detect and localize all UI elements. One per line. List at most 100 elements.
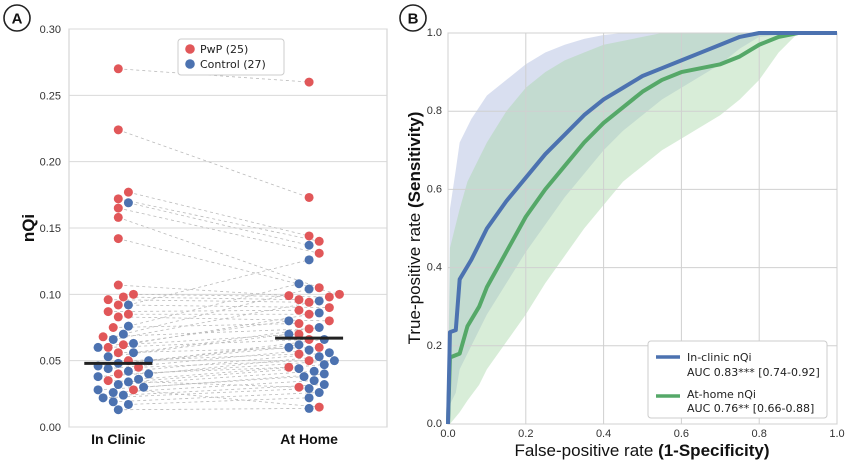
pwp-point [314,402,324,412]
pwp-point [108,323,118,332]
y-tick-label: 0.6 [427,183,442,195]
pwp-point [304,297,314,307]
pwp-point [294,319,304,329]
x-tick-label: 1.0 [829,428,844,440]
panel-a-chart: 0.00 0.05 0.10 0.15 0.20 0.25 0.30 nQi In Clin… [19,24,388,447]
pair-line [118,370,315,385]
x-tick-label: 0.2 [518,428,533,440]
control-point [93,342,103,352]
pair-line [143,373,325,388]
pair-line [128,353,299,362]
control-point [304,284,314,294]
x-tick-label: 0.0 [440,428,455,440]
pwp-point [118,340,128,350]
pwp-point [113,234,123,244]
pwp-point [324,292,334,302]
panel-a-label: A [3,4,31,32]
y-tick-label: 0.8 [427,105,442,117]
pair-line [113,300,320,340]
pair-line [118,366,289,375]
pwp-point [324,316,334,326]
control-point [314,296,324,306]
panel-a-letter: A [12,11,23,28]
legend-control-label: Control (27) [200,58,266,71]
control-point [108,334,118,344]
control-point [294,340,304,350]
control-point [139,382,149,392]
x-category-label: In Clinic [91,431,146,447]
control-point [93,372,103,382]
pair-line [123,333,299,346]
pair-line [108,333,289,358]
pwp-point [314,248,324,258]
legend-pwp-marker [185,44,195,54]
y-tick-label: 0.25 [40,90,61,102]
control-point [123,399,133,409]
control-point [304,384,314,394]
control-point [309,376,319,386]
pwp-point [123,309,133,319]
pwp-point [113,369,123,379]
pair-line [118,304,330,308]
pair-line [118,408,310,411]
pair-line [118,316,330,322]
pair-line [123,288,310,335]
control-point [319,360,329,370]
control-point [134,374,144,384]
pwp-point [103,376,113,386]
control-point [103,364,113,374]
pwp-point [98,332,108,342]
control-point [98,393,108,403]
pair-line [148,356,320,375]
pair-line [123,296,299,301]
control-point [314,323,324,332]
pwp-point [103,342,113,352]
panel-b-y-label-bold: (Sensitivity) [405,112,424,208]
legend-at-home-auc: AUC 0.76** [0.66-0.88] [687,402,814,415]
y-tick-label: 0.10 [40,289,61,301]
pair-line [108,349,310,370]
control-point [294,364,304,374]
panel-b-x-ticks: 0.0 0.2 0.4 0.6 0.8 1.0 [440,428,844,440]
pwp-point [324,303,334,313]
pwp-point [113,64,123,74]
legend-pwp-label: PwP (25) [200,43,248,56]
panel-b-confidence-bands [448,33,837,424]
y-tick-label: 1.0 [427,27,442,39]
panel-b-x-axis-label: False-positive rate (1-Specificity) [514,441,769,460]
pair-line [118,238,340,295]
at-home-confidence-band [448,33,837,424]
control-point [284,342,294,352]
control-point [284,316,294,326]
pair-line [133,389,320,408]
in-clinic-roc-curve [446,31,837,425]
panel-a-legend: PwP (25) Control (27) [177,38,285,76]
pwp-point [128,289,138,299]
pair-line [113,392,320,403]
pair-line [103,388,310,399]
panel-a-y-ticks: 0.00 0.05 0.10 0.15 0.20 0.25 0.30 [40,24,61,434]
pair-line [118,198,320,242]
control-point [123,321,133,331]
y-tick-label: 0.05 [40,356,61,368]
control-point [123,366,133,376]
panel-a-points [93,64,344,415]
y-tick-label: 0.20 [40,157,61,169]
pwp-point [334,289,344,299]
pwp-point [123,187,133,197]
control-point [118,329,128,339]
panel-b-label: B [399,4,427,32]
control-point [304,393,314,403]
pair-line [118,129,310,198]
pwp-point [113,125,123,135]
y-tick-label: 0.15 [40,223,61,235]
panel-b-x-label-bold: (1-Specificity) [658,441,769,460]
y-tick-label: 0.4 [427,262,442,274]
control-point [329,356,339,366]
control-point [113,380,123,390]
x-tick-label: 0.6 [674,428,689,440]
control-point [108,388,118,398]
pwp-point [113,348,123,358]
panel-a-x-categories: In Clinic At Home [91,431,338,447]
panel-b-legend-box [647,340,828,419]
